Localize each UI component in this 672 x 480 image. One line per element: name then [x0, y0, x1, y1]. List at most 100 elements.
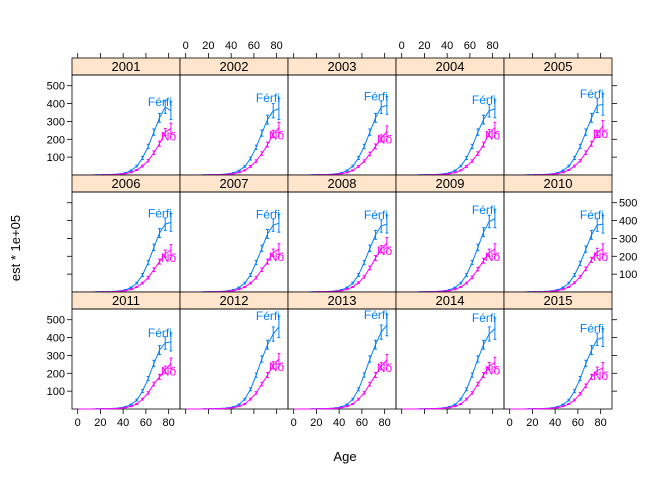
- x-tick-label-bottom: 80: [163, 417, 175, 429]
- outer-axes: 0 20 40 60 80 0 20 40 60 80 0 20 40 60 80 0 20 40 60 80 0 20 4…: [47, 40, 638, 429]
- y-tick-label-left: 500: [47, 81, 65, 93]
- x-tick-label-top: 20: [418, 40, 430, 52]
- series-label-ferfi-2003: Férfi: [364, 89, 388, 103]
- line-ferfi-2006: [80, 221, 172, 293]
- y-tick-label-left: 100: [47, 386, 65, 398]
- x-tick-label-bottom: 0: [291, 417, 297, 429]
- line-no-2013: [296, 359, 388, 410]
- series-label-no-2010: Nő: [593, 250, 609, 264]
- plot-frame-2011: [71, 308, 181, 410]
- panel-2006: 2006 Férfi Nő: [71, 174, 181, 293]
- panel-2014: 2014 Férfi Nő: [395, 291, 505, 410]
- series-label-ferfi-2001: Férfi: [148, 95, 172, 109]
- x-tick-label-bottom: 60: [572, 417, 584, 429]
- series-label-no-2014: Nő: [485, 364, 501, 378]
- line-no-2014: [404, 362, 496, 410]
- plot-frame-2004: [395, 74, 505, 176]
- strip-label-2011: 2011: [112, 293, 140, 308]
- line-ferfi-2010: [512, 223, 603, 293]
- y-tick-label-right: 400: [619, 216, 637, 228]
- strip-label-2009: 2009: [436, 176, 465, 191]
- x-tick-label-bottom: 40: [549, 417, 561, 429]
- series-label-ferfi-2005: Férfi: [580, 87, 604, 101]
- plot-frame-2015: [503, 308, 613, 410]
- line-ferfi-2007: [188, 222, 280, 293]
- strip-label-2012: 2012: [220, 293, 249, 308]
- y-tick-label-left: 500: [47, 315, 65, 327]
- y-tick-label-right: 300: [619, 233, 637, 245]
- line-no-2015: [512, 367, 604, 410]
- plot-frame-2010: [503, 191, 613, 293]
- x-tick-label-bottom: 80: [595, 417, 607, 429]
- y-tick-label-left: 300: [47, 350, 65, 362]
- strip-label-2002: 2002: [220, 59, 249, 74]
- plot-frame-2012: [179, 308, 289, 410]
- strip-label-2006: 2006: [112, 176, 141, 191]
- series-label-ferfi-2007: Férfi: [256, 207, 280, 221]
- series-label-no-2012: Nő: [269, 360, 285, 374]
- x-tick-label-bottom: 40: [117, 417, 129, 429]
- series-label-no-2005: Nő: [593, 127, 609, 141]
- series-label-ferfi-2010: Férfi: [580, 208, 604, 222]
- line-ferfi-2012: [188, 326, 280, 410]
- strip-label-2010: 2010: [544, 176, 573, 191]
- series-label-no-2009: Nő: [485, 250, 501, 264]
- y-tick-label-right: 200: [619, 251, 637, 263]
- x-tick-label-top: 0: [399, 40, 405, 52]
- line-no-2001: [80, 128, 172, 176]
- line-ferfi-2011: [80, 341, 171, 410]
- y-tick-label-left: 200: [47, 368, 65, 380]
- series-label-no-2011: Nő: [161, 364, 177, 378]
- y-tick-label-left: 400: [47, 99, 65, 111]
- y-tick-label-left: 100: [47, 152, 65, 164]
- series-label-ferfi-2006: Férfi: [148, 206, 172, 220]
- panel-2008: 2008 Férfi Nő: [287, 174, 397, 293]
- series-label-ferfi-2002: Férfi: [256, 91, 280, 105]
- line-no-2007: [188, 248, 280, 293]
- x-axis-title: Age: [333, 449, 356, 464]
- panel-2010: 2010 Férfi Nő: [503, 174, 613, 293]
- panel-2005: 2005 Férfi Nő: [503, 57, 613, 176]
- plot-frame-2002: [179, 74, 289, 176]
- line-no-2008: [296, 242, 388, 293]
- series-label-no-2003: Nő: [377, 132, 393, 146]
- series-label-ferfi-2015: Férfi: [580, 322, 604, 336]
- series-label-ferfi-2008: Férfi: [364, 208, 388, 222]
- x-tick-label-top: 40: [225, 40, 237, 52]
- y-tick-label-right: 500: [619, 198, 637, 210]
- y-tick-label-right: 100: [619, 269, 637, 281]
- x-tick-label-bottom: 0: [507, 417, 513, 429]
- series-label-ferfi-2011: Férfi: [148, 326, 172, 340]
- series-label-no-2002: Nő: [269, 129, 285, 143]
- series-label-ferfi-2014: Férfi: [472, 311, 496, 325]
- series-label-no-2001: Nő: [161, 130, 177, 144]
- x-tick-label-bottom: 0: [75, 417, 81, 429]
- x-tick-label-top: 20: [202, 40, 214, 52]
- line-no-2011: [80, 363, 172, 410]
- strip-label-2003: 2003: [328, 59, 357, 74]
- x-tick-label-top: 80: [487, 40, 499, 52]
- panel-2003: 2003 Férfi Nő: [287, 57, 397, 176]
- panel-2002: 2002 Férfi Nő: [179, 57, 289, 176]
- x-tick-label-bottom: 80: [379, 417, 391, 429]
- series-label-no-2006: Nő: [161, 251, 177, 265]
- line-no-2012: [188, 358, 280, 410]
- y-tick-label-left: 300: [47, 116, 65, 128]
- series-label-ferfi-2009: Férfi: [472, 203, 496, 217]
- line-ferfi-2008: [296, 223, 388, 293]
- series-label-no-2015: Nő: [593, 369, 609, 383]
- panel-2009: 2009 Férfi Nő: [395, 174, 505, 293]
- series-label-ferfi-2012: Férfi: [256, 309, 280, 323]
- panel-2015: 2015 Férfi Nő: [503, 291, 613, 410]
- line-no-2002: [188, 127, 280, 176]
- plot-frame-2013: [287, 308, 397, 410]
- x-tick-label-top: 80: [271, 40, 283, 52]
- x-tick-label-bottom: 20: [526, 417, 538, 429]
- strip-label-2007: 2007: [220, 176, 249, 191]
- panel-2013: 2013 Férfi Nő: [287, 291, 397, 410]
- x-tick-label-bottom: 60: [356, 417, 368, 429]
- line-no-2005: [512, 125, 604, 176]
- y-axis-title: est * 1e+05: [8, 215, 23, 281]
- panel-2011: 2011 Férfi Nő: [71, 291, 181, 410]
